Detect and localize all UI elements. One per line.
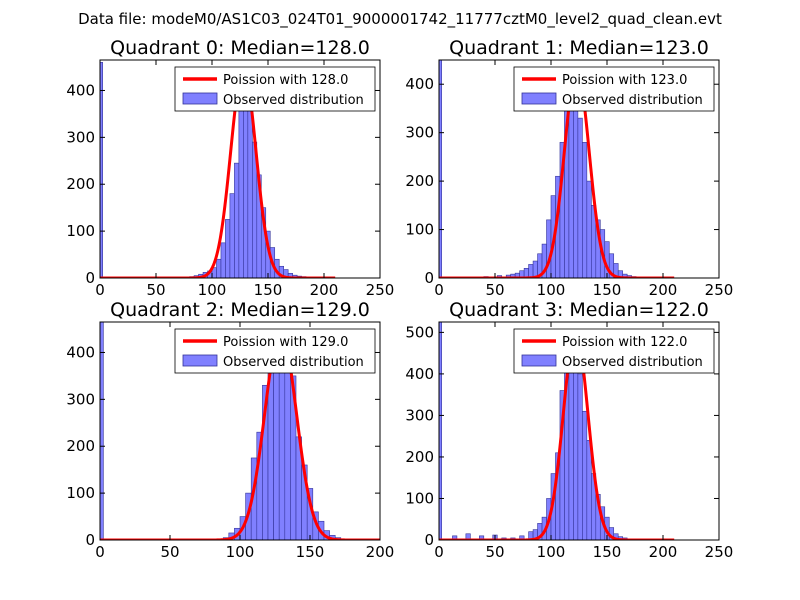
x-tick-label: 100 <box>198 281 227 299</box>
y-tick-label: 400 <box>66 343 95 361</box>
x-tick-label: 0 <box>434 543 444 561</box>
legend: Poission with 129.0 Observed distribution <box>174 328 376 374</box>
x-tick-label: 0 <box>95 543 105 561</box>
legend: Poission with 122.0 Observed distribution <box>513 328 715 374</box>
y-tick-label: 200 <box>66 437 95 455</box>
legend-label-poisson: Poission with 129.0 <box>223 335 348 350</box>
poisson-curve <box>439 330 676 540</box>
legend-label-observed: Observed distribution <box>223 93 364 108</box>
legend-label-poisson: Poission with 122.0 <box>562 335 687 350</box>
x-tick-label: 150 <box>296 543 325 561</box>
x-tick-label: 0 <box>95 281 105 299</box>
histogram-bar-zero <box>100 62 103 278</box>
histogram-bar <box>582 142 588 278</box>
legend-label-poisson: Poission with 123.0 <box>562 73 687 88</box>
chart-panel: Quadrant 3: Median=122.0 0 50 100 150 200 250 0… <box>405 299 733 561</box>
x-tick-label: 200 <box>310 281 339 299</box>
x-tick-label: 200 <box>649 281 678 299</box>
y-tick-label: 0 <box>85 531 95 549</box>
y-tick-label: 200 <box>405 172 434 190</box>
chart-title: Quadrant 1: Median=123.0 <box>449 37 709 59</box>
histogram-bar <box>577 117 583 278</box>
x-tick-label: 150 <box>593 281 622 299</box>
y-tick-label: 400 <box>66 81 95 99</box>
legend-bar-swatch <box>521 354 557 367</box>
y-tick-label: 100 <box>66 222 95 240</box>
y-tick-label: 200 <box>405 448 434 466</box>
histogram-bar <box>225 219 231 278</box>
histogram-bar-zero <box>439 60 442 278</box>
x-tick-label: 250 <box>366 281 395 299</box>
y-tick-label: 200 <box>66 175 95 193</box>
chart-title: Quadrant 2: Median=129.0 <box>110 299 370 321</box>
figure-suptitle: Data file: modeM0/AS1C03_024T01_90000017… <box>78 10 722 29</box>
y-tick-label: 0 <box>424 269 434 287</box>
legend-label-observed: Observed distribution <box>562 355 703 370</box>
poisson-curve <box>439 68 676 278</box>
legend-label-observed: Observed distribution <box>223 355 364 370</box>
histogram-bar <box>586 180 592 278</box>
x-tick-label: 100 <box>537 543 566 561</box>
x-tick-label: 250 <box>705 543 734 561</box>
histogram-bar <box>229 193 235 278</box>
y-tick-label: 400 <box>405 365 434 383</box>
x-tick-label: 50 <box>160 543 179 561</box>
histogram-bar-zero <box>100 322 104 540</box>
legend-bar-swatch <box>182 92 218 105</box>
histogram-bar <box>284 347 291 540</box>
axes-frame <box>99 59 381 279</box>
x-tick-label: 100 <box>537 281 566 299</box>
legend-box <box>513 66 715 112</box>
x-tick-label: 100 <box>226 543 255 561</box>
chart-panel: Quadrant 0: Median=128.0 0 50 100 150 200 250 0… <box>66 37 394 299</box>
x-tick-label: 200 <box>649 543 678 561</box>
histogram-bar <box>234 162 240 278</box>
panels-container: Quadrant 0: Median=128.0 0 50 100 150 200 250 0… <box>66 37 733 561</box>
x-tick-label: 50 <box>485 543 504 561</box>
histogram-bar <box>528 264 534 278</box>
y-tick-label: 400 <box>405 75 434 93</box>
histogram-bar <box>586 440 592 540</box>
histogram-bar-zero <box>439 322 442 540</box>
y-tick-label: 300 <box>405 124 434 142</box>
legend-label-poisson: Poission with 128.0 <box>223 73 348 88</box>
histogram-bar <box>577 373 583 540</box>
axes-frame <box>438 321 720 541</box>
y-tick-label: 100 <box>405 489 434 507</box>
chart-title: Quadrant 0: Median=128.0 <box>110 37 370 59</box>
y-tick-label: 100 <box>66 484 95 502</box>
chart-panel: Quadrant 2: Median=129.0 0 50 100 150 200 0 100… <box>66 299 394 561</box>
axes-frame <box>438 59 720 279</box>
legend: Poission with 123.0 Observed distribution <box>513 66 715 112</box>
plot-area <box>439 322 676 540</box>
histogram-bar <box>546 219 552 278</box>
y-tick-label: 100 <box>405 221 434 239</box>
x-tick-label: 150 <box>593 543 622 561</box>
y-tick-label: 300 <box>405 406 434 424</box>
x-tick-label: 0 <box>434 281 444 299</box>
x-tick-label: 50 <box>146 281 165 299</box>
x-tick-label: 150 <box>254 281 283 299</box>
plot-area <box>100 322 380 540</box>
y-tick-label: 300 <box>66 128 95 146</box>
legend-bar-swatch <box>182 354 218 367</box>
histogram-bar <box>220 242 226 278</box>
y-tick-label: 0 <box>85 269 95 287</box>
plot-area <box>439 60 676 278</box>
histogram-bar <box>238 104 244 278</box>
histogram-bar <box>582 410 588 540</box>
legend-bar-swatch <box>521 92 557 105</box>
chart-panel: Quadrant 1: Median=123.0 0 50 100 150 200 250 0… <box>405 37 733 299</box>
histogram-bar <box>216 258 222 278</box>
x-tick-label: 50 <box>485 281 504 299</box>
chart-title: Quadrant 3: Median=122.0 <box>449 299 709 321</box>
y-tick-label: 500 <box>405 323 434 341</box>
y-tick-label: 0 <box>424 531 434 549</box>
legend-label-observed: Observed distribution <box>562 93 703 108</box>
legend: Poission with 128.0 Observed distribution <box>174 66 376 112</box>
y-tick-label: 300 <box>66 390 95 408</box>
x-tick-label: 200 <box>366 543 395 561</box>
x-tick-label: 250 <box>705 281 734 299</box>
